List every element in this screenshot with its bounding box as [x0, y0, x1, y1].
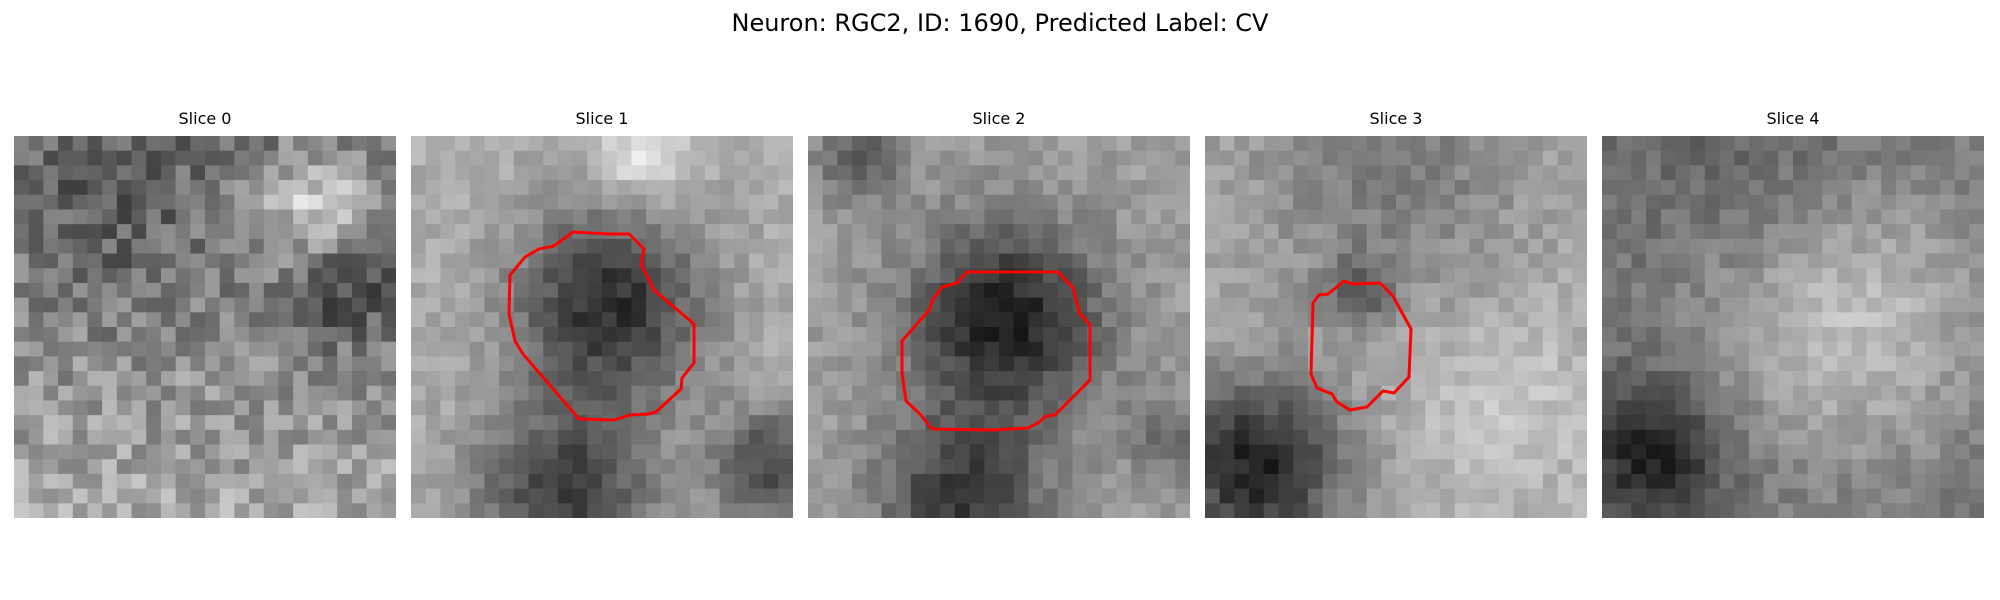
segmentation-contour [507, 230, 696, 422]
slice-image [14, 136, 396, 518]
panel-title: Slice 1 [575, 109, 629, 128]
slice-image [1205, 136, 1587, 518]
panel-title: Slice 2 [972, 109, 1026, 128]
panel-title: Slice 0 [178, 109, 232, 128]
panel-title: Slice 3 [1369, 109, 1423, 128]
slice-image [411, 136, 793, 518]
figure-title: Neuron: RGC2, ID: 1690, Predicted Label:… [731, 9, 1269, 37]
panel-title: Slice 4 [1766, 109, 1820, 128]
slice-image [1602, 136, 1984, 518]
segmentation-contour [1309, 279, 1413, 412]
segmentation-contour [900, 270, 1092, 432]
slice-image [808, 136, 1190, 518]
